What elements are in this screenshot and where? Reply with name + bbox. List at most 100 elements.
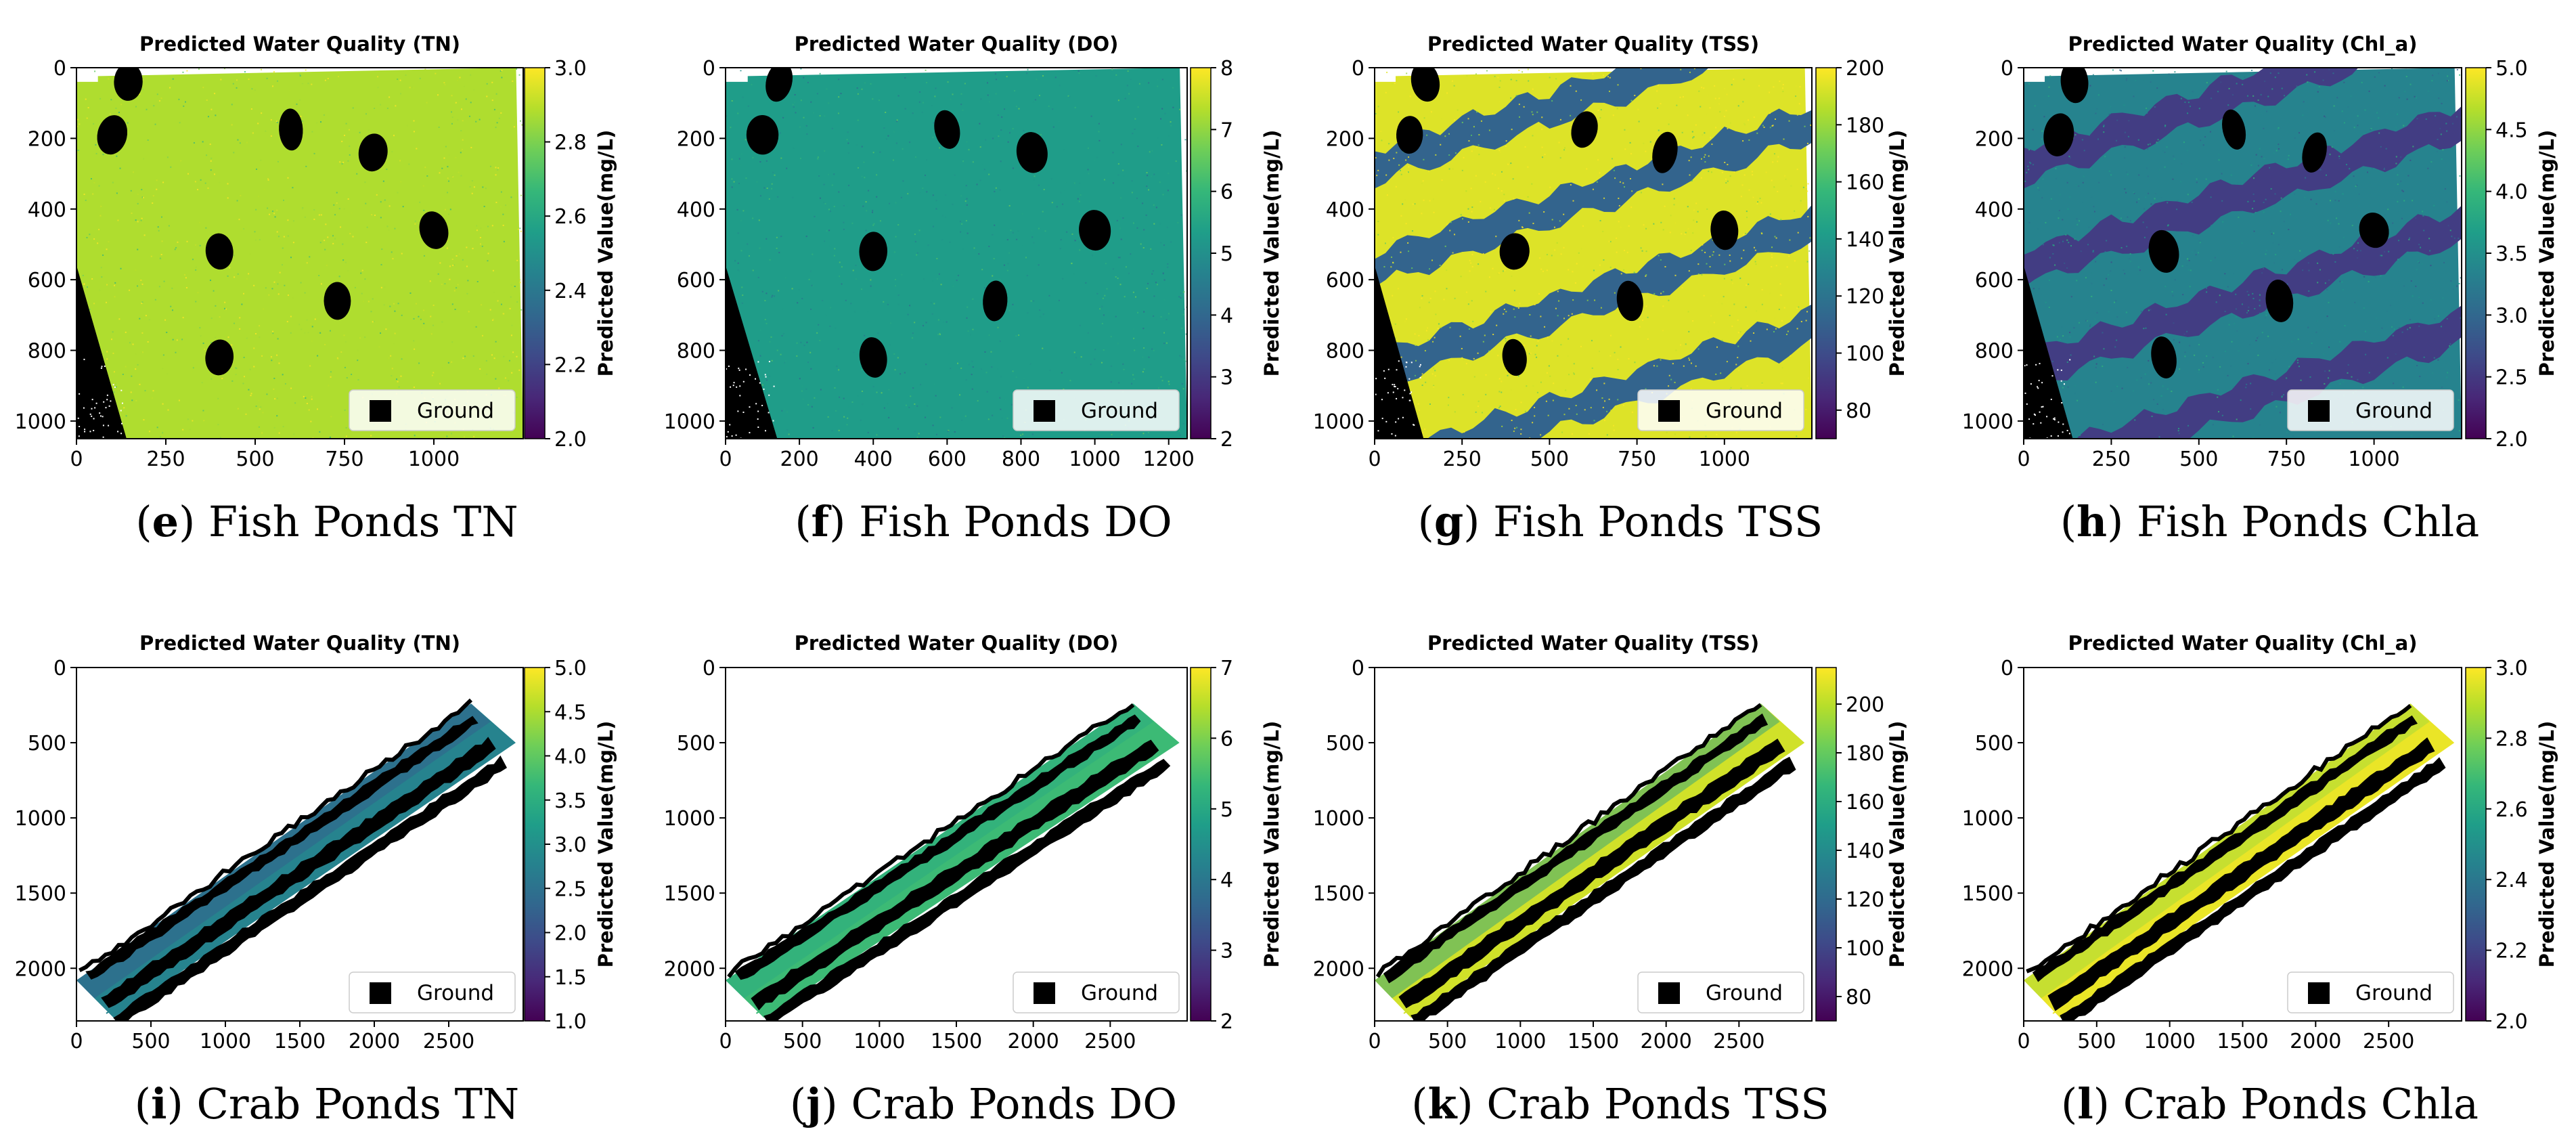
pixel-noise [1729,122,1731,124]
pixel-noise [1594,299,1596,301]
pixel-noise [865,230,867,232]
pixel-noise [1119,257,1121,259]
pixel-noise [2066,361,2068,363]
pixel-noise [2065,234,2067,236]
x-tick-label: 0 [1368,447,1381,471]
pixel-noise [2140,311,2142,313]
pixel-noise [2123,104,2125,106]
pixel-noise [993,258,995,260]
pixel-noise [2175,73,2177,75]
pixel-noise [2330,222,2332,224]
pixel-noise [1766,328,1768,330]
pixel-noise [1707,331,1709,333]
pixel-noise [1146,172,1148,174]
pixel-noise [1134,128,1136,130]
pixel-noise [473,89,475,91]
pixel-noise [1794,260,1796,262]
pixel-noise [990,351,992,353]
pixel-noise [985,79,987,81]
pixel-noise [2384,214,2386,216]
pixel-noise [1576,74,1578,77]
ground-region [1375,265,1424,439]
pixel-noise [979,146,981,148]
pixel-noise [1760,202,1762,204]
pixel-noise [823,201,825,203]
pixel-noise [1530,352,1532,354]
pixel-noise [2273,152,2275,154]
y-tick-label: 1000 [15,410,66,434]
pixel-noise [422,185,424,187]
pixel-noise [132,343,134,345]
pixel-noise [1124,296,1126,298]
pixel-noise [1575,405,1577,407]
pixel-noise [349,233,351,235]
pixel-noise [1718,97,1720,100]
pixel-noise [1443,299,1445,301]
pixel-noise [1540,434,1542,436]
pixel-noise [864,82,866,84]
pixel-noise [2417,261,2419,263]
pixel-noise [2418,244,2420,246]
pixel-noise [1593,269,1595,271]
pixel-noise [1449,326,1451,328]
pixel-noise [873,223,875,225]
pixel-noise [828,230,830,232]
pixel-noise [1438,326,1440,328]
pixel-noise [1031,230,1033,232]
pixel-noise [2156,403,2158,405]
pixel-noise [2156,87,2158,89]
pixel-noise [995,79,997,81]
pixel-noise [1430,111,1432,113]
pixel-noise [482,186,484,188]
pixel-noise [286,321,288,323]
pixel-noise [1689,359,1691,361]
y-tick-label: 1000 [1962,807,2014,831]
pixel-noise [933,303,935,305]
pixel-noise [2326,174,2328,176]
pixel-noise [1405,366,1407,368]
y-tick-label: 800 [677,340,715,364]
pixel-noise [1411,86,1413,88]
pixel-noise [937,319,939,321]
pixel-noise [2357,242,2359,244]
pixel-noise [1725,110,1727,112]
x-tick-label: 250 [2092,447,2131,471]
pixel-noise [2139,269,2141,271]
pixel-noise [1616,237,1618,239]
pixel-noise [1001,116,1003,118]
pixel-noise [2460,116,2462,118]
pixel-noise [1405,318,1407,320]
pixel-noise [324,79,326,81]
pixel-noise [2338,246,2340,248]
pixel-noise [793,147,795,149]
pixel-noise [988,334,990,336]
pixel-noise [485,359,487,362]
pixel-noise [233,255,235,257]
pixel-noise [1042,211,1044,213]
pixel-noise [108,78,110,80]
pixel-noise [386,108,388,110]
pixel-noise [981,269,983,271]
pixel-noise [872,98,874,100]
pixel-noise [1052,108,1054,110]
pixel-noise [877,332,879,334]
pixel-noise [2384,250,2386,253]
pixel-noise [486,83,488,85]
pixel-noise [992,137,994,139]
pixel-noise [838,369,840,371]
pixel-noise [475,326,477,328]
pixel-noise [2058,217,2060,219]
pixel-noise [771,296,773,298]
pixel-noise [1158,387,1160,389]
pixel-noise [2348,118,2350,120]
pixel-noise [441,283,443,285]
pixel-noise [950,99,952,101]
pixel-noise [803,116,805,118]
pixel-noise [287,294,289,297]
pixel-noise [2249,344,2251,346]
pixel-noise [1122,169,1124,171]
plot-area [76,68,523,439]
pixel-noise [833,206,835,208]
pixel-noise [161,240,163,242]
pixel-noise [1600,109,1602,111]
